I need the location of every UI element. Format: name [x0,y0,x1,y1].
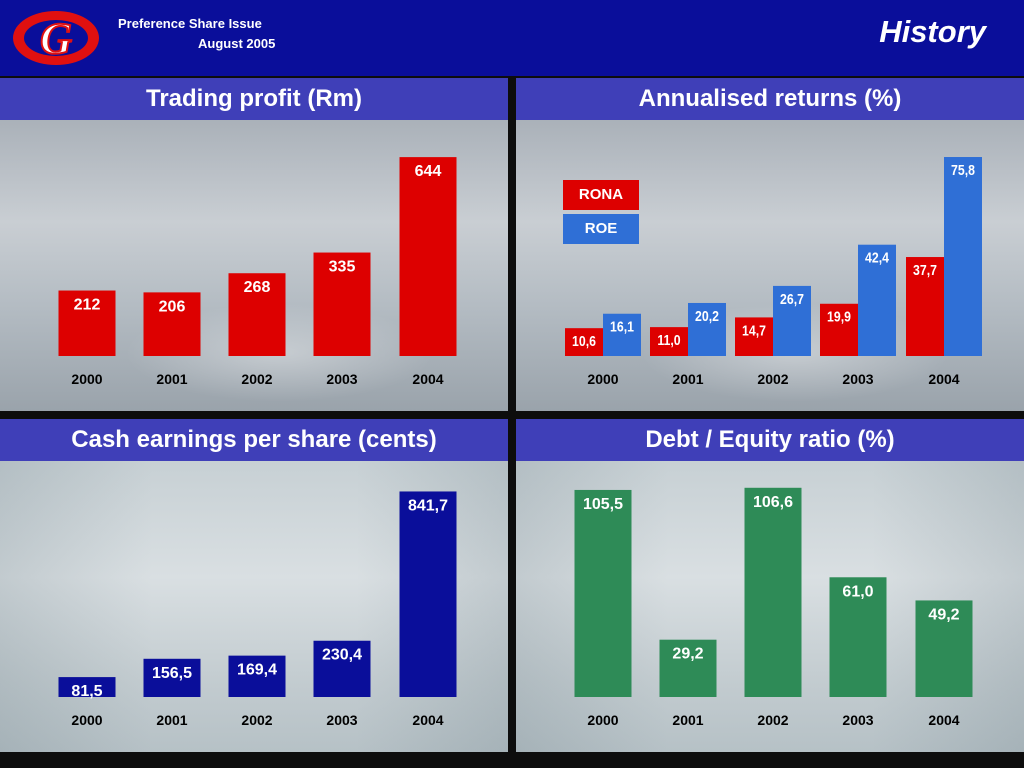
bar-chart-3: 81,5 2000 156,5 2001 169,4 2002 230,4 2003 841,7… [58,491,457,728]
bar-2000 [574,489,632,697]
data-label: 42,4 [865,250,889,266]
data-label: 37,7 [913,262,937,278]
bar-2000-roe [603,313,641,356]
x-tick-label: 2000 [587,371,618,387]
x-tick-label: 2004 [412,371,443,387]
data-label: 19,9 [827,309,851,325]
data-label: 29,2 [672,646,703,663]
bar-2004 [399,157,457,356]
company-logo: G [13,11,99,65]
legend-rona: RONA [563,180,639,210]
bar-chart-4: 105,5 2000 29,2 2001 106,6 2002 61,0 2003 49,2 20… [574,487,973,728]
x-tick-label: 2003 [842,712,873,728]
bar-chart-1: 212 2000 206 2001 268 2002 335 2003 644 2004 [58,157,457,387]
x-tick-label: 2002 [757,712,788,728]
x-tick-label: 2004 [928,371,959,387]
header-bar: G Preference Share Issue August 2005 His… [0,0,1024,76]
data-label: 105,5 [583,496,623,513]
data-label: 841,7 [408,497,448,514]
chart-title: Cash earnings per share (cents) [0,419,508,461]
bar-2003 [829,577,887,697]
data-label: 156,5 [152,665,192,682]
bar-2001 [659,639,717,697]
legend-roe: ROE [563,214,639,244]
data-label: 169,4 [237,662,277,679]
bar-2002 [744,487,802,697]
bar-2004 [915,600,973,697]
x-tick-label: 2001 [156,371,187,387]
bar-2003 [313,640,371,697]
logo-letter: G [40,14,72,63]
data-label: 230,4 [322,647,362,664]
bar-2002-rona [735,317,773,356]
data-label: 268 [244,279,271,296]
chart-title: Trading profit (Rm) [0,78,508,120]
bar-2002 [228,273,286,356]
bar-2000-rona [565,328,603,356]
x-tick-label: 2000 [71,712,102,728]
x-tick-label: 2002 [241,712,272,728]
bar-2004 [399,491,457,697]
cash-earnings-panel: Cash earnings per share (cents) 81,5 2000… [0,419,508,752]
data-label: 61,0 [842,583,873,600]
bar-2003 [313,252,371,356]
bar-chart-2: 10,6 16,1 2000 11,0 20,2 2001 14,7 26,7 2002 19,9… [565,157,982,387]
data-label: 26,7 [780,291,804,307]
bar-2003-roe [858,244,896,356]
x-tick-label: 2000 [71,371,102,387]
subtitle-line-2: August 2005 [198,36,276,51]
x-tick-label: 2002 [757,371,788,387]
x-tick-label: 2004 [928,712,959,728]
data-label: 49,2 [928,606,959,623]
bar-2000 [58,290,116,356]
data-label: 644 [415,163,442,180]
chart-title: Annualised returns (%) [516,78,1024,120]
x-tick-label: 2001 [672,712,703,728]
data-label: 10,6 [572,333,596,349]
data-label: 75,8 [951,162,975,178]
data-label: 206 [159,298,186,315]
bar-2002 [228,655,286,697]
x-tick-label: 2001 [672,371,703,387]
bar-2001 [143,658,201,697]
x-tick-label: 2003 [842,371,873,387]
data-label: 335 [329,259,356,276]
page-title: History [879,14,986,49]
data-label: 81,5 [71,683,102,700]
bar-2001-roe [688,302,726,356]
x-tick-label: 2002 [241,371,272,387]
data-label: 14,7 [742,322,766,338]
data-label: 16,1 [610,319,634,335]
trading-profit-panel: Trading profit (Rm) 212 2000 206 2001 268 200… [0,78,508,411]
debt-equity-panel: Debt / Equity ratio (%) 105,5 2000 29,2 200… [516,419,1024,752]
bar-2003-rona [820,303,858,356]
x-tick-label: 2003 [326,371,357,387]
bar-2000 [58,677,116,697]
data-label: 106,6 [753,494,793,511]
bar-2001 [143,292,201,356]
bar-2004-rona [906,257,944,356]
chart-title: Debt / Equity ratio (%) [516,419,1024,461]
data-label: 20,2 [695,308,719,324]
data-label: 212 [74,297,101,314]
bar-2001-rona [650,327,688,356]
issue-subtitle: Preference Share Issue August 2005 [110,14,310,54]
bar-2004-roe [944,157,982,356]
x-tick-label: 2001 [156,712,187,728]
x-tick-label: 2000 [587,712,618,728]
data-label: 11,0 [657,332,681,348]
annualised-returns-panel: Annualised returns (%) RONA ROE 10,6 16,1… [516,78,1024,411]
subtitle-line-1: Preference Share Issue [118,16,262,31]
x-tick-label: 2004 [412,712,443,728]
x-tick-label: 2003 [326,712,357,728]
bar-2002-roe [773,285,811,356]
